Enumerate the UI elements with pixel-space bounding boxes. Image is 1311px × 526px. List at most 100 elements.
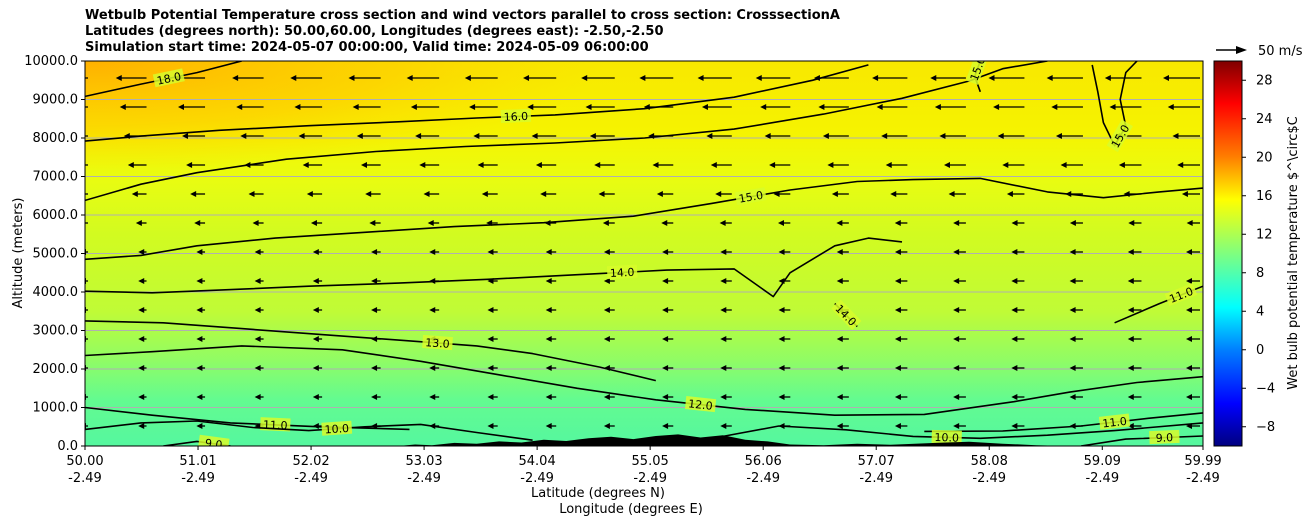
wind-vector-head <box>545 365 552 371</box>
wind-vector-head <box>1167 104 1174 110</box>
wind-vector-head <box>1186 278 1192 284</box>
wind-vector-head <box>127 162 134 168</box>
x-tick-label-lon: -2.49 <box>407 471 441 486</box>
x-tick-label-lon: -2.49 <box>1085 471 1119 486</box>
wind-vector-head <box>778 336 785 342</box>
wind-vector-head <box>1186 220 1193 226</box>
wind-vector-head <box>138 307 145 313</box>
contour-label: 9.0 <box>198 434 230 452</box>
contour-line <box>85 64 869 142</box>
wind-vector-head <box>306 191 313 197</box>
wind-vector-head <box>894 220 901 226</box>
wind-vector-head <box>1127 307 1134 313</box>
wind-vector-head <box>196 336 203 342</box>
wind-vector-head <box>764 133 771 139</box>
wind-vector-head <box>312 394 319 400</box>
wind-vector-head <box>944 162 951 168</box>
wind-vector-head <box>254 249 261 255</box>
wind-vector-head <box>1069 365 1076 371</box>
wind-vector-head <box>1186 394 1192 400</box>
wind-vector-head <box>252 220 259 226</box>
wind-vector-head <box>135 220 142 226</box>
wind-vector-head <box>545 307 552 313</box>
wind-vector-head <box>813 75 820 81</box>
wind-vector-head <box>953 307 960 313</box>
wind-vector-head <box>138 278 145 284</box>
contour-label: 16.0 <box>500 108 532 124</box>
wind-vector-head <box>1172 133 1179 139</box>
contour-label-text: 14.0 <box>610 266 635 280</box>
contour-label-text: 11.0 <box>263 418 288 432</box>
wind-vector-head <box>115 75 122 81</box>
wind-vector-head <box>836 278 843 284</box>
contour-label-text: 9.0 <box>204 437 223 452</box>
wind-vector-head <box>196 365 203 371</box>
wind-vector-head <box>594 162 601 168</box>
contour-label: 18.0 <box>152 68 185 88</box>
wind-vector-head <box>953 336 960 342</box>
colorbar-tick-label: 28 <box>1256 73 1273 88</box>
contour-line <box>85 320 656 382</box>
wind-vector-head <box>720 249 727 255</box>
wind-vector-head <box>487 394 494 400</box>
y-tick-label: 4000.0 <box>33 285 79 300</box>
wind-vector-head <box>769 162 776 168</box>
wind-vector-head <box>182 133 189 139</box>
wind-vector-head <box>1011 220 1018 226</box>
wind-vector-head <box>662 423 669 429</box>
wind-vector-head <box>589 133 596 139</box>
wind-vector-head <box>885 162 892 168</box>
contour-label: 10.0 <box>321 420 353 437</box>
x-tick-label-lat: 56.06 <box>745 454 782 469</box>
wind-vector-head <box>302 162 309 168</box>
wind-vector-head <box>369 220 376 226</box>
wind-vector-head <box>894 394 901 400</box>
wind-vector-head <box>194 220 201 226</box>
wind-vector-head <box>487 249 494 255</box>
colorbar-label: Wet bulb potential temperature $^\circ$C <box>1286 116 1301 389</box>
wind-vector-head <box>487 307 494 313</box>
wind-vector-head <box>477 162 484 168</box>
contour-label: 11.0 <box>1098 413 1131 430</box>
wind-vector-head <box>254 336 261 342</box>
wind-vector-head <box>603 249 610 255</box>
colorbar-tick-label: 16 <box>1256 189 1273 204</box>
contour-label: 10.0 <box>931 429 962 445</box>
wind-vector-head <box>371 307 378 313</box>
wind-vector-head <box>778 220 785 226</box>
wind-vector-head <box>1069 220 1076 226</box>
wind-vector-head <box>527 104 534 110</box>
wind-vector-head <box>997 133 1004 139</box>
contour-line <box>85 61 1048 202</box>
wind-vector-head <box>232 75 239 81</box>
wind-vector-head <box>119 104 126 110</box>
wind-vector-head <box>706 133 713 139</box>
x-tick-label-lon: -2.49 <box>746 471 780 486</box>
wind-vector-head <box>1118 162 1125 168</box>
wind-vector-head <box>715 191 722 197</box>
colorbar-tick-label: −4 <box>1256 381 1275 396</box>
y-tick-label: 9000.0 <box>33 93 79 108</box>
wind-vector-head <box>290 75 297 81</box>
wind-vector-head <box>196 249 203 255</box>
y-tick-label: 10000.0 <box>24 54 78 69</box>
contour-label: 9.0 <box>1149 429 1180 445</box>
wind-vector-head <box>254 278 261 284</box>
wind-vector-head <box>423 191 430 197</box>
x-tick-label-lat: 59.99 <box>1184 454 1221 469</box>
y-tick-label: 0.0 <box>57 439 78 454</box>
contour-label-text: 10.0 <box>934 431 959 445</box>
contour-line <box>924 412 1203 433</box>
x-tick-label-lat: 51.01 <box>179 454 216 469</box>
wind-vector-head <box>603 336 610 342</box>
title-line-3: Simulation start time: 2024-05-07 00:00:… <box>85 40 649 55</box>
y-axis-label: Altitude (meters) <box>11 198 26 309</box>
colorbar-gradient <box>1214 61 1221 446</box>
y-tick-label: 8000.0 <box>33 131 79 146</box>
wind-vector-head <box>890 191 897 197</box>
wind-vector-head <box>603 307 610 313</box>
wind-vector-head <box>836 394 843 400</box>
wind-vector-head <box>1181 191 1188 197</box>
wind-vector-head <box>1011 423 1018 429</box>
wind-vector-head <box>236 104 243 110</box>
